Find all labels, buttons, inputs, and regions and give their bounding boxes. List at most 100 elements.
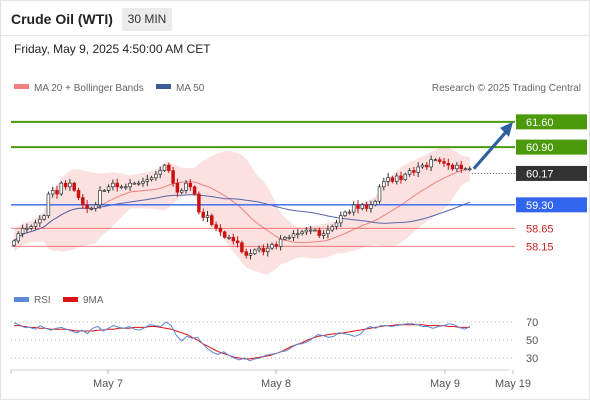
candle-down <box>167 164 171 171</box>
candles <box>12 155 472 260</box>
current-price-label: 60.17 <box>526 168 554 180</box>
timeframe-button[interactable]: 30 MIN <box>122 8 172 31</box>
candle-up <box>403 173 408 180</box>
candle-up <box>98 190 102 206</box>
candle-up <box>386 177 390 182</box>
candle-down <box>261 247 266 253</box>
ma50-legend-label: MA 50 <box>176 83 205 94</box>
ma9-legend-swatch <box>63 297 78 302</box>
rsi-tick-label: 70 <box>526 317 538 329</box>
target-price-tag <box>516 139 587 155</box>
rsi-line <box>13 321 471 362</box>
candle-up <box>136 182 141 185</box>
x-tick-label: May 8 <box>261 378 291 390</box>
candle-up <box>253 249 257 254</box>
ma50-legend-swatch <box>156 84 171 89</box>
ma9-legend-label: 9MA <box>83 295 104 306</box>
candle-up <box>119 186 124 189</box>
support-price-label: 58.15 <box>526 241 554 253</box>
candle-down <box>317 229 322 236</box>
candle-down <box>231 236 236 242</box>
candle-up <box>132 182 137 185</box>
candle-down <box>115 182 119 188</box>
candle-up <box>106 186 111 191</box>
x-axis: May 7 May 8 May 9 May 19 <box>10 370 531 390</box>
candle-up <box>343 211 347 217</box>
candle-down <box>446 162 451 166</box>
candle-up <box>296 233 300 236</box>
candle-up <box>205 215 210 218</box>
chart-header: Crude Oil (WTI) 30 MIN <box>1 1 589 36</box>
candle-up <box>124 186 128 189</box>
timestamp-label: Friday, May 9, 2025 4:50:00 AM CET <box>14 42 211 56</box>
candle-up <box>149 177 154 180</box>
credit-label: Research © 2025 Trading Central <box>432 83 581 94</box>
candle-down <box>210 215 214 226</box>
bollinger-band <box>14 147 470 275</box>
target-price-label: 60.90 <box>526 142 554 154</box>
candle-down <box>437 159 442 162</box>
candle-down <box>171 170 175 184</box>
candle-up <box>455 164 459 170</box>
candle-down <box>459 164 463 170</box>
candle-up <box>68 182 72 188</box>
candle-down <box>244 251 248 256</box>
candle-up <box>308 229 313 232</box>
candle-up <box>158 170 162 175</box>
candle-up <box>313 229 317 232</box>
candle-down <box>197 193 201 213</box>
x-tick-label: May 9 <box>430 378 460 390</box>
candle-up <box>304 229 309 233</box>
candle-up <box>12 240 16 246</box>
candle-up <box>326 229 330 235</box>
candle-up <box>16 233 21 242</box>
candle-up <box>377 186 382 202</box>
candle-down <box>55 190 59 195</box>
candle-up <box>433 159 438 162</box>
candle-down <box>450 164 455 170</box>
rsi-tick-label: 30 <box>526 353 538 365</box>
candle-down <box>76 190 81 198</box>
candle-up <box>382 181 386 188</box>
candle-down <box>222 231 227 238</box>
candle-down <box>235 240 240 244</box>
candle-up <box>300 231 304 235</box>
candle-up <box>93 204 98 209</box>
candle-up <box>89 208 94 210</box>
price-tags: 61.60 60.90 60.17 59.30 58.65 58.15 <box>516 114 587 253</box>
bollinger-band-area <box>14 147 470 275</box>
candle-up <box>420 164 425 168</box>
candle-up <box>334 222 339 227</box>
candle-up <box>20 227 25 235</box>
instrument-title: Crude Oil (WTI) <box>11 11 113 27</box>
candle-up <box>25 227 29 230</box>
candle-up <box>287 236 291 239</box>
candle-up <box>283 236 287 240</box>
x-tick-label: May 7 <box>93 378 123 390</box>
candle-down <box>399 175 403 180</box>
candle-down <box>175 182 180 193</box>
candle-up <box>141 181 145 184</box>
candle-up <box>347 211 352 214</box>
candle-down <box>364 204 369 209</box>
candle-up <box>265 247 270 253</box>
candle-up <box>29 226 33 229</box>
forecast-arrow-head <box>500 121 513 137</box>
candle-up <box>42 215 46 220</box>
candle-up <box>407 170 412 175</box>
x-tick-label: May 19 <box>495 378 531 390</box>
candle-up <box>394 175 399 182</box>
candle-up <box>46 193 51 217</box>
candle-up <box>270 244 274 249</box>
candle-up <box>278 238 283 247</box>
candle-up <box>184 182 188 191</box>
candle-down <box>188 182 193 188</box>
ma20-legend-swatch <box>14 84 29 89</box>
candle-up <box>145 179 150 182</box>
candle-up <box>468 168 472 171</box>
candle-down <box>201 211 205 218</box>
rsi-panel: 70 50 30 <box>11 317 538 365</box>
candle-up <box>128 182 132 188</box>
